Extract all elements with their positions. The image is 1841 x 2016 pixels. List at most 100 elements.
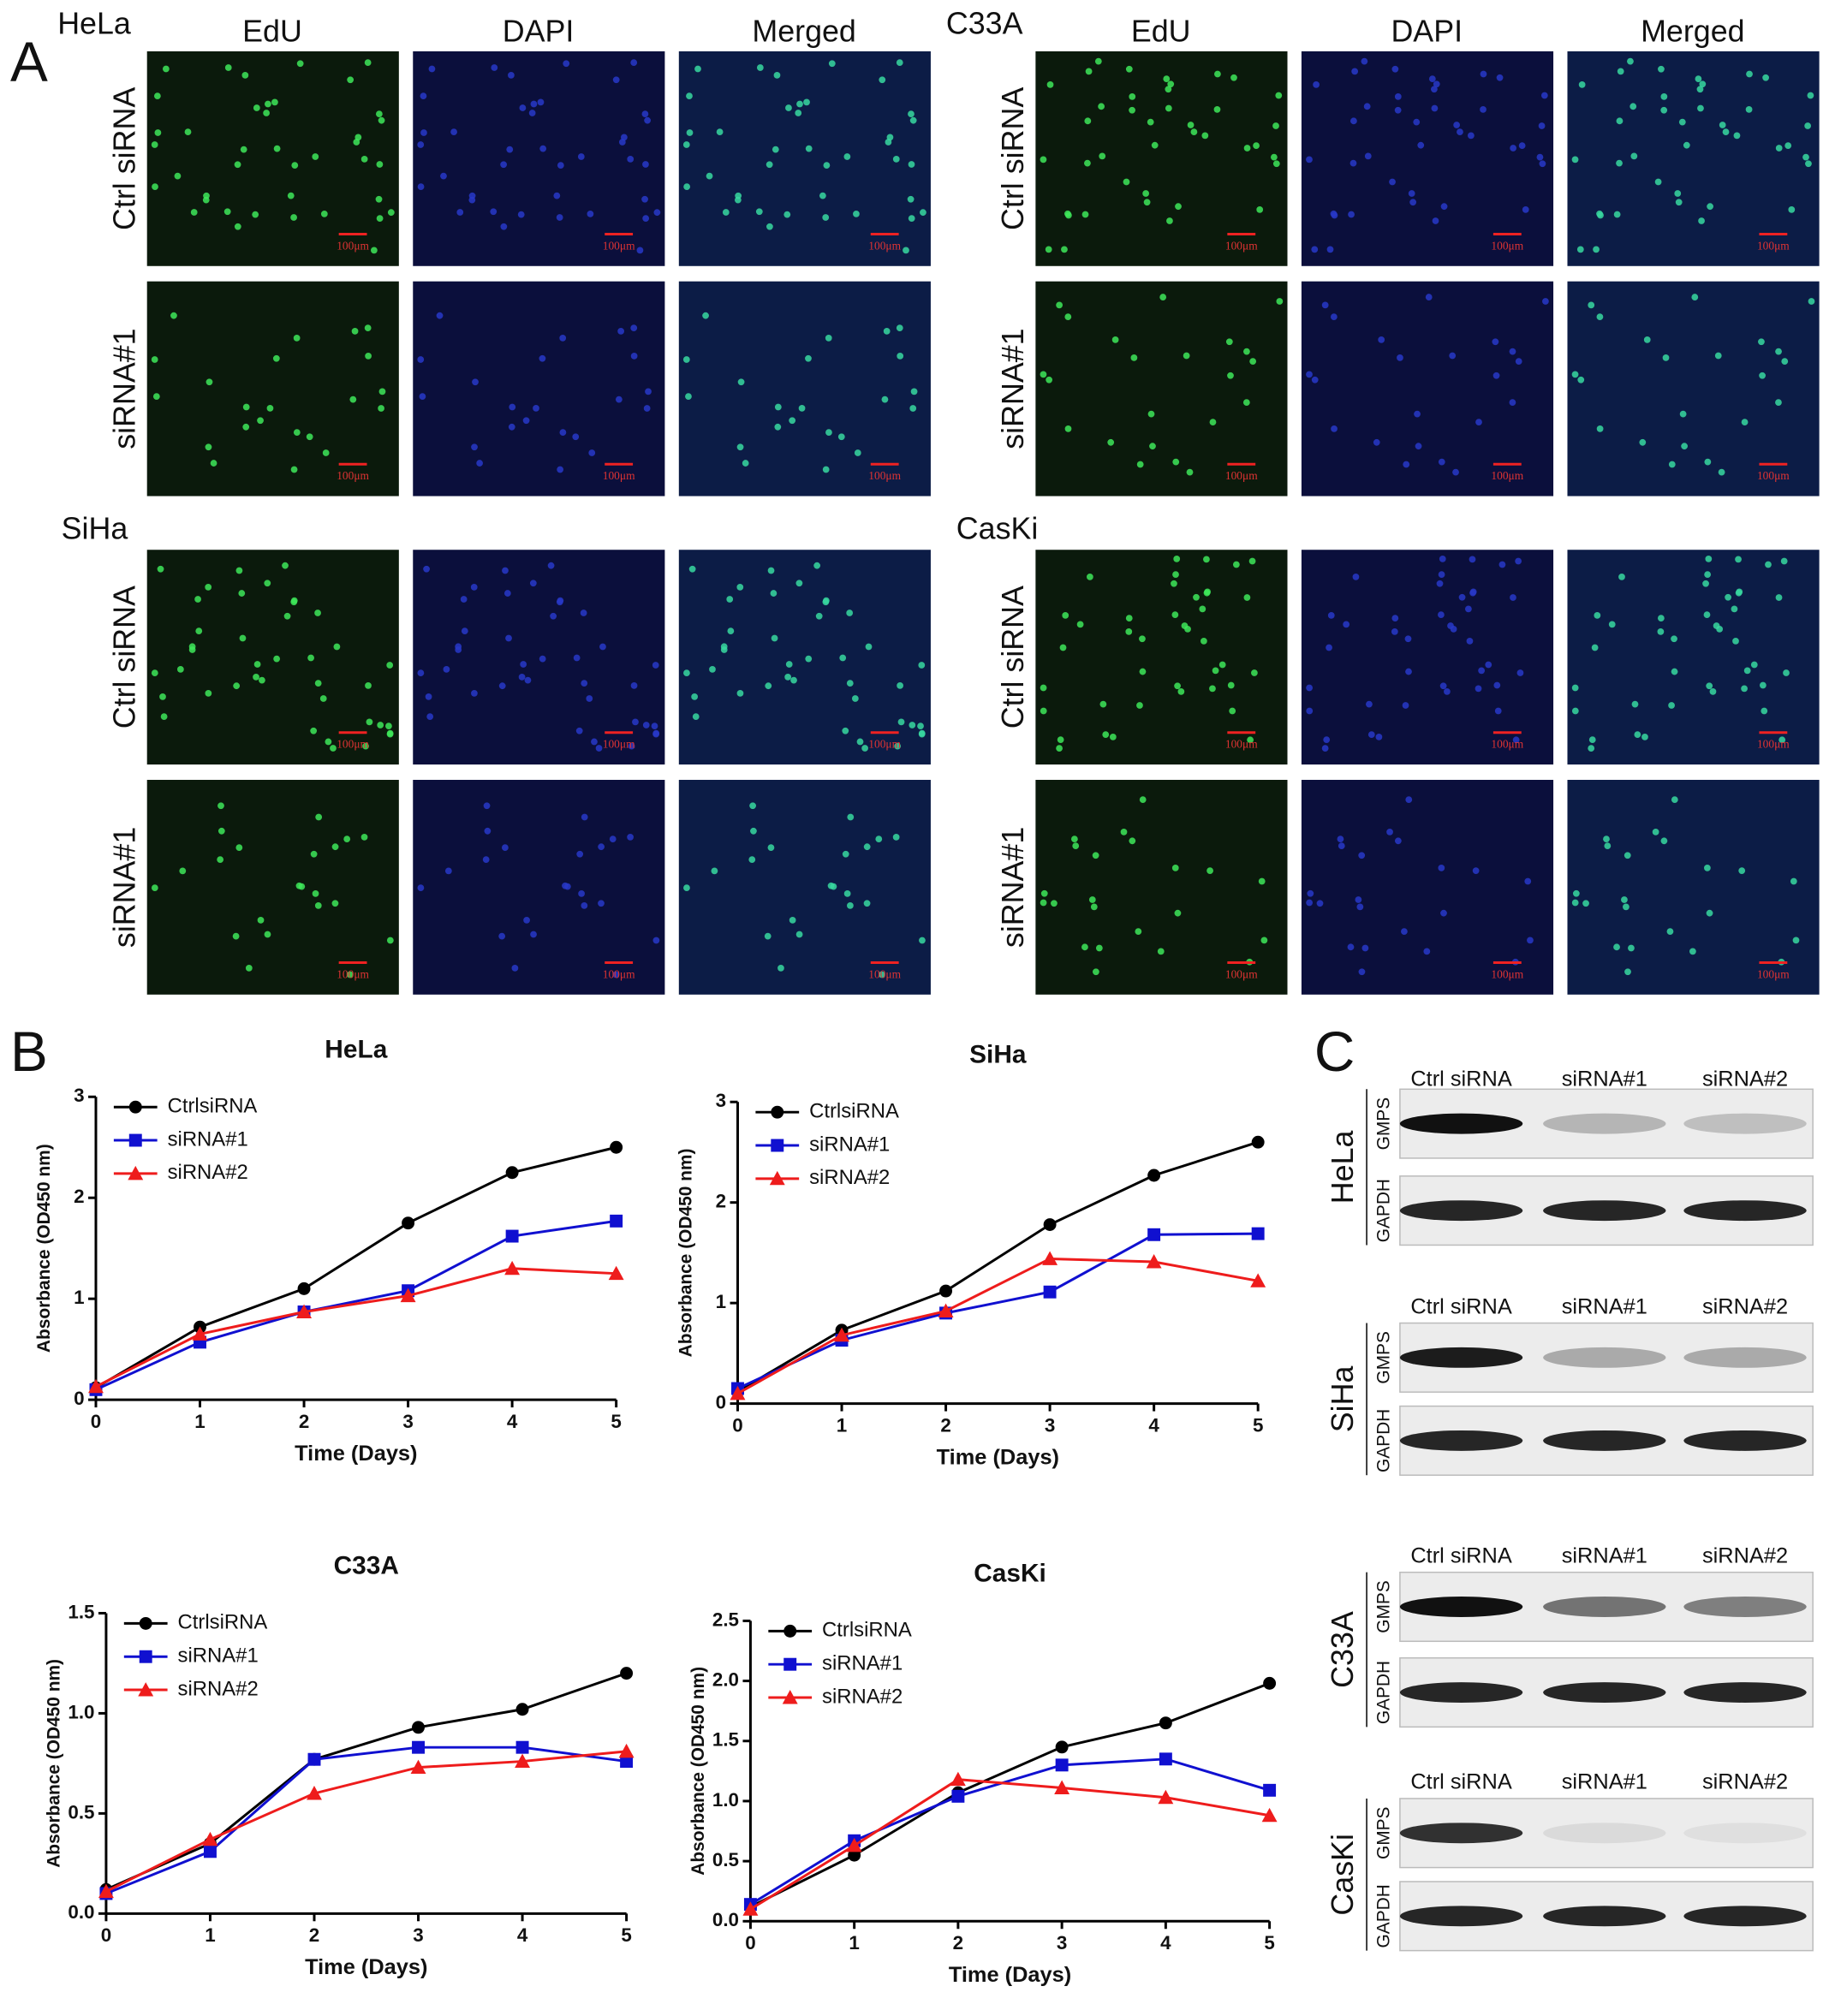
cell-nucleus xyxy=(736,584,744,591)
protein-label: GMPS xyxy=(1373,1807,1393,1860)
cell-nucleus xyxy=(843,153,851,160)
cell-nucleus xyxy=(1256,206,1264,213)
cell-nucleus xyxy=(364,59,372,66)
cell-nucleus xyxy=(253,661,261,668)
cell-nucleus xyxy=(1242,399,1250,406)
cell-nucleus xyxy=(159,693,166,700)
cell-nucleus xyxy=(563,60,570,68)
cell-nucleus xyxy=(498,682,506,690)
cell-nucleus xyxy=(691,693,698,700)
cell-line-label: C33A xyxy=(1326,1611,1360,1688)
cell-nucleus xyxy=(1594,612,1601,619)
cell-nucleus xyxy=(205,690,212,697)
cell-nucleus xyxy=(233,682,241,690)
cell-nucleus xyxy=(578,889,585,897)
cell-nucleus xyxy=(1139,796,1147,803)
cell-nucleus xyxy=(1577,376,1585,384)
cell-nucleus xyxy=(630,353,638,360)
cell-nucleus xyxy=(508,71,515,79)
cell-line-label: HeLa xyxy=(57,7,131,41)
cell-nucleus xyxy=(264,931,271,938)
cell-nucleus xyxy=(1683,141,1690,149)
cell-nucleus xyxy=(253,104,260,111)
cell-nucleus xyxy=(240,146,247,153)
x-tick-label: 0 xyxy=(101,1924,111,1946)
marker xyxy=(1043,1285,1057,1299)
scale-bar-label: 100μm xyxy=(337,738,369,751)
row-label: Ctrl siRNA xyxy=(107,586,141,728)
marker xyxy=(1261,1807,1278,1823)
chart-title: C33A xyxy=(334,1552,399,1580)
cell-nucleus xyxy=(795,580,803,587)
cell-nucleus xyxy=(1623,903,1629,911)
cell-nucleus xyxy=(1409,199,1417,206)
cell-nucleus xyxy=(1438,571,1445,578)
cell-nucleus xyxy=(1671,635,1677,643)
cell-nucleus xyxy=(1040,899,1047,907)
cell-nucleus xyxy=(581,813,588,821)
micrograph xyxy=(413,779,665,995)
cell-nucleus xyxy=(314,901,322,909)
cell-nucleus xyxy=(501,844,509,852)
blot-band xyxy=(1399,1682,1523,1703)
cell-nucleus xyxy=(205,443,212,451)
cell-nucleus xyxy=(1588,745,1595,752)
micrograph xyxy=(678,779,931,995)
cell-nucleus xyxy=(1401,928,1408,936)
micrograph xyxy=(1301,779,1554,995)
cell-nucleus xyxy=(1596,425,1604,432)
cell-nucleus xyxy=(153,92,161,100)
blot-band xyxy=(1543,1347,1666,1368)
cell-nucleus xyxy=(1428,75,1436,82)
y-tick-label: 0.0 xyxy=(712,1909,739,1930)
cell-nucleus xyxy=(259,676,265,684)
cell-nucleus xyxy=(257,917,265,924)
cell-nucleus xyxy=(1165,86,1172,93)
cell-nucleus xyxy=(612,971,620,978)
cell-nucleus xyxy=(1681,443,1688,450)
legend-label: CtrlsiRNA xyxy=(168,1095,258,1118)
cell-nucleus xyxy=(1759,681,1767,689)
column-header: Merged xyxy=(752,15,855,49)
cell-nucleus xyxy=(1316,900,1324,907)
cell-nucleus xyxy=(310,850,318,858)
cell-nucleus xyxy=(1714,352,1722,360)
cell-nucleus xyxy=(652,730,660,738)
cell-nucleus xyxy=(1702,580,1709,587)
cell-nucleus xyxy=(683,884,690,891)
cell-nucleus xyxy=(1139,668,1147,675)
column-header: EdU xyxy=(242,15,302,49)
cell-nucleus xyxy=(376,215,384,223)
cell-nucleus xyxy=(1465,605,1472,613)
cell-nucleus xyxy=(918,730,926,738)
marker xyxy=(951,1789,965,1803)
cell-nucleus xyxy=(1367,731,1375,738)
cell-nucleus xyxy=(533,404,539,412)
cell-nucleus xyxy=(1588,301,1595,309)
cell-nucleus xyxy=(1306,156,1313,164)
cell-nucleus xyxy=(1468,132,1475,140)
cell-nucleus xyxy=(1149,443,1156,450)
cell-nucleus xyxy=(706,172,713,180)
marker xyxy=(1146,1254,1162,1269)
x-axis-label: Time (Days) xyxy=(305,1955,427,1979)
cell-nucleus xyxy=(756,64,764,71)
cell-nucleus xyxy=(520,661,527,668)
cell-nucleus xyxy=(455,643,462,651)
series-line xyxy=(736,1232,1259,1390)
cell-nucleus xyxy=(253,673,259,681)
marker xyxy=(610,1140,623,1154)
marker xyxy=(1055,1758,1069,1772)
marker xyxy=(1159,1752,1172,1766)
x-axis-label: Time (Days) xyxy=(295,1442,417,1466)
cell-nucleus xyxy=(1183,352,1190,360)
cell-nucleus xyxy=(1510,145,1517,152)
cell-nucleus xyxy=(1045,246,1052,253)
cell-nucleus xyxy=(353,139,360,146)
scale-bar-label: 100μm xyxy=(868,968,901,981)
legend-marker xyxy=(139,1650,152,1663)
cell-nucleus xyxy=(1733,132,1741,140)
cell-nucleus xyxy=(1804,122,1812,129)
cell-nucleus xyxy=(1522,206,1529,213)
cell-nucleus xyxy=(1330,313,1338,321)
